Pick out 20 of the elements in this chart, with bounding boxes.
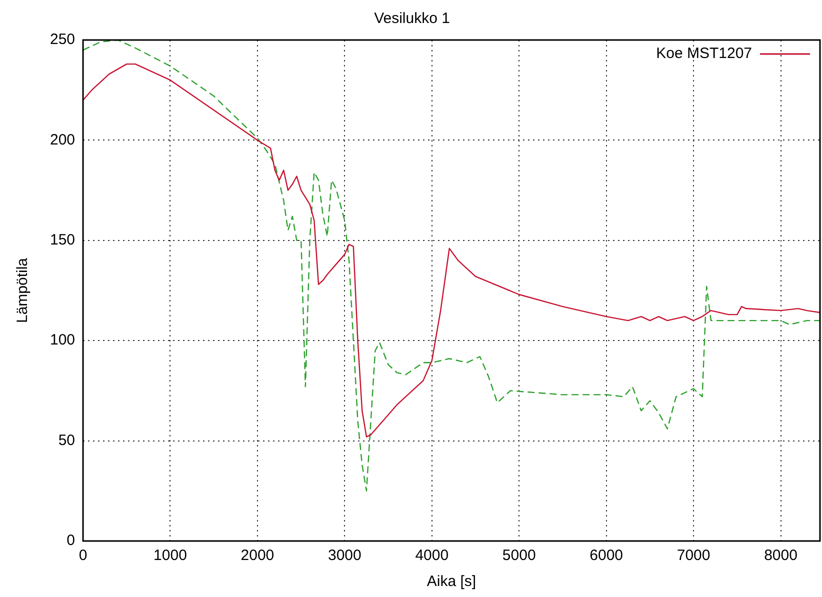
- y-tick-label: 250: [50, 31, 76, 48]
- y-tick-label: 200: [50, 131, 76, 148]
- line-series: [83, 40, 820, 492]
- y-tick-label: 0: [66, 532, 76, 550]
- x-axis-title: Aika [s]: [426, 573, 476, 590]
- legend-label: Koe MST1207: [656, 45, 752, 62]
- x-tick-label: 7000: [676, 547, 710, 564]
- x-tick-label: 0: [78, 547, 88, 564]
- x-tick-label: 8000: [764, 547, 798, 564]
- x-tick-label: 4000: [415, 547, 449, 564]
- x-tick-label: 5000: [502, 547, 536, 564]
- y-axis-title: Lämpötila: [14, 257, 32, 324]
- y-tick-label: 150: [50, 232, 76, 249]
- y-tick-label: 50: [58, 432, 76, 449]
- x-tick-label: 2000: [240, 547, 274, 564]
- x-tick-label: 1000: [154, 547, 187, 564]
- y-tick-label: 100: [50, 332, 76, 349]
- x-tick-label: 6000: [590, 547, 624, 564]
- chart-title: Vesilukko 1: [374, 10, 450, 28]
- x-tick-label: 3000: [328, 547, 362, 564]
